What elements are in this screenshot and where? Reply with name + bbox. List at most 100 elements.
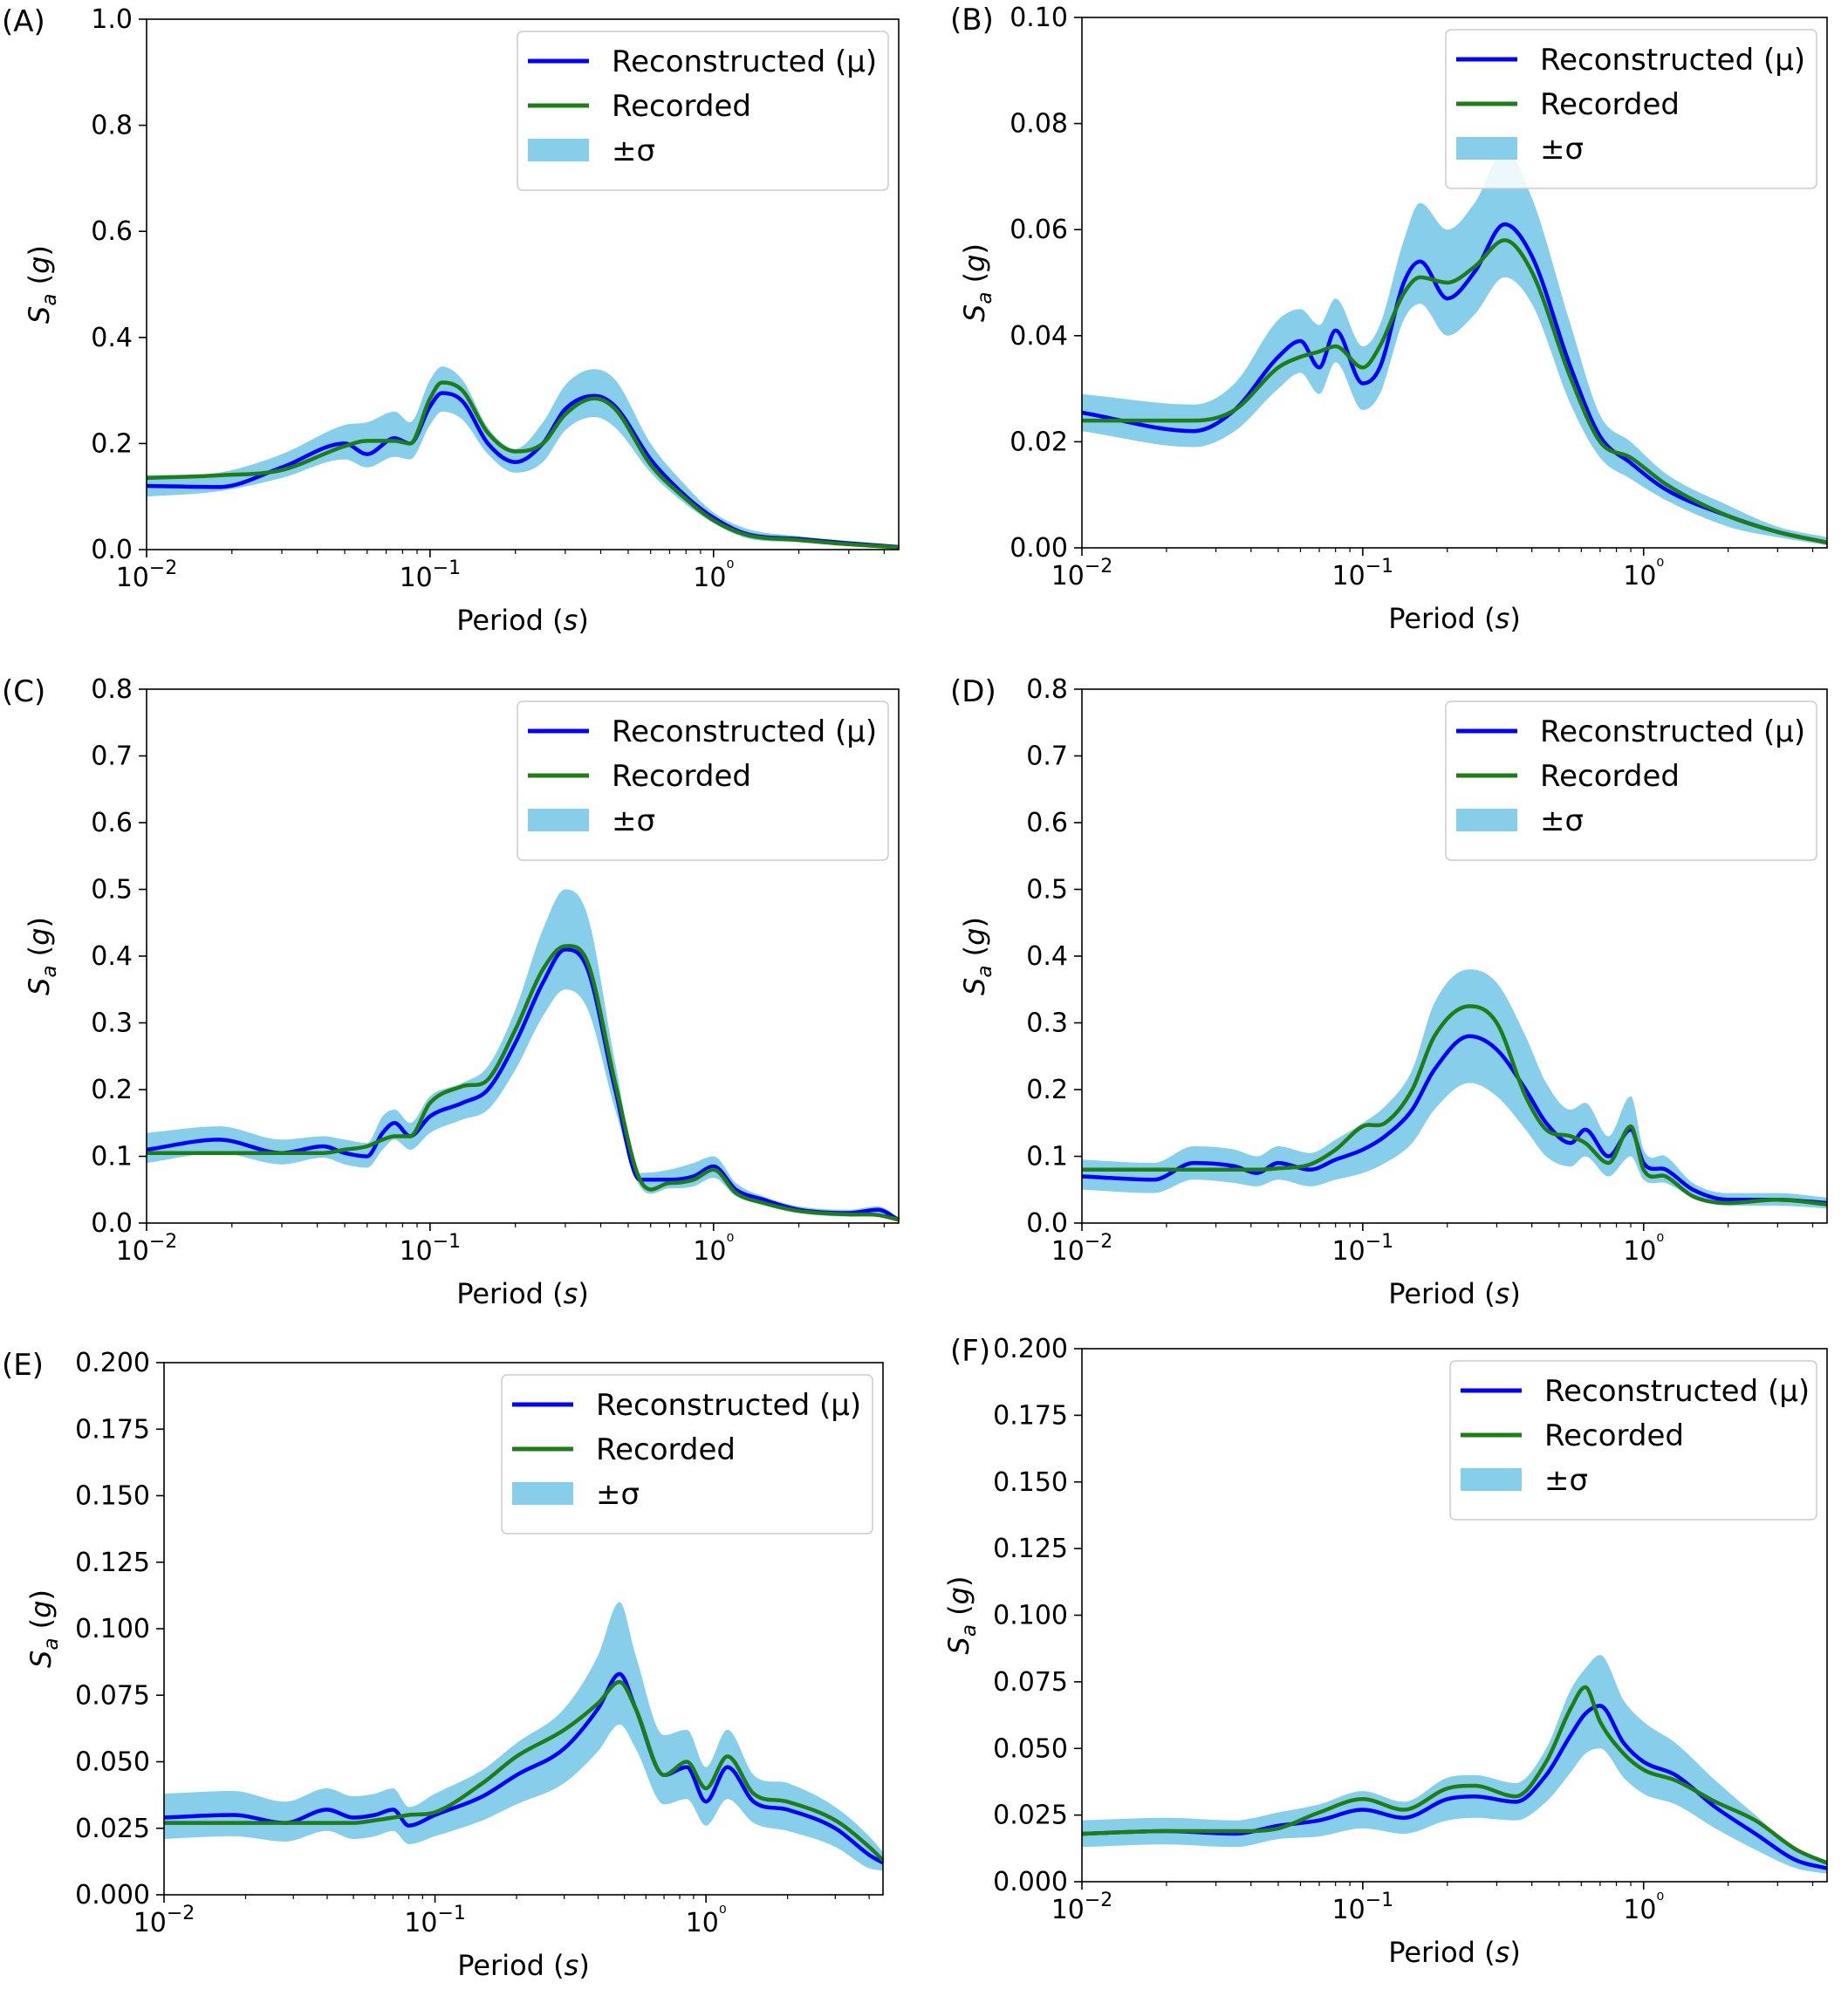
y-tick-label: 0.100	[75, 1614, 150, 1644]
legend: Reconstructed (μ) Recorded ±σ	[517, 31, 889, 191]
recorded-line	[146, 380, 900, 550]
recorded-line	[147, 944, 900, 1222]
legend-label: Reconstructed (μ)	[1544, 1374, 1810, 1409]
y-tick-label: 0.4	[91, 323, 133, 353]
legend-item-recorded: Recorded	[528, 759, 751, 794]
x-tick-label: 10⁰	[1623, 1890, 1664, 1925]
y-tick-label: 0.4	[91, 941, 133, 972]
legend-item-recorded: Recorded	[528, 89, 751, 124]
y-tick-label: 0.02	[1010, 427, 1068, 457]
y-tick-label: 0.2	[91, 1075, 133, 1105]
sigma-band	[164, 1602, 883, 1871]
y-tick-label: 0.175	[993, 1400, 1068, 1431]
chart-panel-e: 0.000 0.025 0.050 0.075 0.100 0.125 0.150 0.175…	[2, 1348, 885, 1982]
legend-label: Reconstructed (μ)	[1540, 43, 1805, 78]
chart-panel-b: 0.00 0.02 0.04 0.06 0.08 0.10 10−2 10−1 10⁰ Perio…	[950, 3, 1828, 635]
legend-label: ±σ	[596, 1477, 640, 1512]
y-tick-label: 0.1	[91, 1142, 133, 1172]
legend-label: Recorded	[1540, 87, 1680, 122]
y-tick-label: 0.0	[91, 535, 133, 565]
y-axis-label: Sa (g)	[23, 245, 61, 324]
legend: Reconstructed (μ) Recorded ±σ	[1449, 1360, 1817, 1521]
y-tick-label: 0.00	[1010, 533, 1068, 564]
y-tick-label: 0.050	[75, 1747, 150, 1778]
x-axis-label: Period (s)	[456, 1277, 589, 1310]
legend-box	[1445, 29, 1817, 189]
y-axis-label: Sa (g)	[958, 917, 996, 995]
y-tick-label: 0.050	[993, 1733, 1068, 1764]
y-tick-label: 1.0	[91, 4, 133, 35]
x-tick-label: 10−1	[400, 557, 462, 593]
legend-label: Reconstructed (μ)	[1540, 714, 1805, 749]
panel-label: (D)	[950, 674, 996, 709]
reconstructed-line	[146, 947, 900, 1222]
axes-frame	[1081, 17, 1828, 549]
x-axis-label: Period (s)	[456, 604, 589, 637]
legend-item-sigma: ±σ	[528, 133, 655, 168]
y-tick-label: 0.175	[75, 1414, 150, 1445]
legend-swatch	[1456, 809, 1517, 831]
legend-item-sigma: ±σ	[528, 803, 655, 838]
recorded-line	[164, 1679, 885, 1863]
legend-swatch	[528, 809, 589, 831]
sigma-band	[147, 366, 899, 549]
legend-swatch	[528, 139, 589, 161]
legend-swatch	[1456, 137, 1517, 160]
chart-panel-c: 0.0 0.1 0.2 0.3 0.4 0.5 0.6 0.7 0.8 10−2 10−1 10⁰ Pe…	[2, 674, 900, 1310]
y-tick-label: 0.6	[91, 808, 133, 838]
axes-frame	[146, 18, 900, 550]
x-tick-label: 10−2	[1051, 556, 1113, 591]
legend-item-reconstructed: Reconstructed (μ)	[512, 1388, 861, 1423]
y-tick-label: 0.3	[1026, 1008, 1068, 1039]
x-axis-label: Period (s)	[1388, 602, 1521, 635]
legend-label: Recorded	[596, 1432, 736, 1467]
chart-panel-d: 0.0 0.1 0.2 0.3 0.4 0.5 0.6 0.7 0.8 10−2 10−1 10⁰ Pe…	[950, 674, 1828, 1310]
y-tick-label: 0.000	[75, 1880, 150, 1910]
x-axis-label: Period (s)	[457, 1949, 590, 1982]
x-tick-label: 10−1	[1332, 556, 1394, 591]
legend-item-reconstructed: Reconstructed (μ)	[1461, 1374, 1810, 1409]
legend-item-reconstructed: Reconstructed (μ)	[1456, 43, 1805, 78]
x-tick-label: 10⁰	[1623, 556, 1664, 591]
legend-label: Recorded	[612, 89, 751, 124]
legend-item-recorded: Recorded	[1461, 1418, 1684, 1453]
y-tick-label: 0.6	[1026, 808, 1068, 838]
sigma-band	[1082, 1655, 1827, 1874]
y-tick-label: 0.125	[75, 1548, 150, 1578]
sigma-band	[1082, 969, 1827, 1209]
recorded-line	[1081, 1685, 1828, 1865]
y-axis-label: Sa (g)	[23, 917, 61, 995]
legend-label: ±σ	[1544, 1463, 1588, 1498]
x-tick-label: 10−2	[133, 1903, 195, 1938]
panel-label: (C)	[2, 674, 45, 709]
y-tick-label: 0.150	[993, 1467, 1068, 1498]
recorded-line	[1081, 238, 1828, 545]
y-tick-label: 0.1	[1026, 1142, 1068, 1172]
legend-box	[517, 31, 889, 191]
y-tick-label: 0.08	[1010, 109, 1068, 140]
reconstructed-line	[1081, 1034, 1828, 1206]
sigma-band	[1082, 150, 1827, 545]
y-tick-label: 0.8	[91, 111, 133, 141]
x-tick-label: 10−1	[1332, 1231, 1394, 1267]
sigma-band	[147, 889, 899, 1222]
legend: Reconstructed (μ) Recorded ±σ	[501, 1374, 873, 1534]
legend-label: Recorded	[612, 759, 751, 794]
legend-box	[1445, 701, 1817, 861]
legend-label: Reconstructed (μ)	[612, 44, 877, 79]
x-axis-label: Period (s)	[1388, 1936, 1521, 1969]
x-tick-label: 10−2	[1051, 1890, 1113, 1925]
y-tick-label: 0.100	[993, 1601, 1068, 1631]
y-tick-label: 0.8	[91, 674, 133, 705]
legend-label: Recorded	[1540, 759, 1680, 794]
legend-label: Recorded	[1544, 1418, 1684, 1453]
reconstructed-line	[1081, 222, 1828, 545]
legend-label: ±σ	[612, 803, 655, 838]
y-tick-label: 0.025	[993, 1801, 1068, 1831]
recorded-line	[1082, 1004, 1828, 1206]
reconstructed-line	[146, 391, 900, 550]
panel-label: (E)	[2, 1348, 44, 1383]
y-tick-label: 0.0	[91, 1208, 133, 1239]
legend-label: ±σ	[612, 133, 655, 168]
y-tick-label: 0.200	[75, 1348, 150, 1378]
